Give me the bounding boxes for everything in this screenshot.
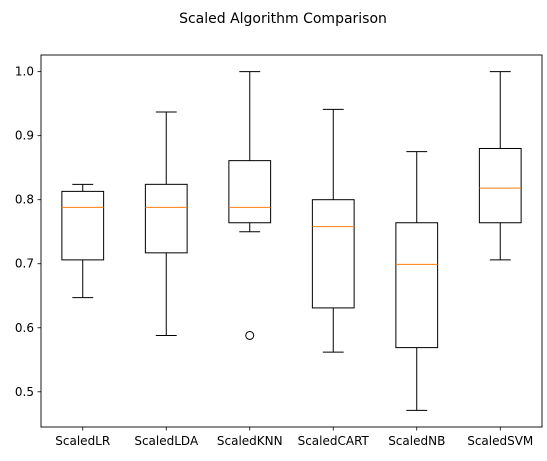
x-tick-label: ScaledSVM [467,434,533,448]
axes-frame [40,54,543,428]
y-tick-label: 0.8 [15,193,34,207]
box-iqr [395,222,439,349]
x-tick-label: ScaledCART [298,434,370,448]
x-tick-label: ScaledLDA [134,434,199,448]
box-iqr [228,160,272,224]
plot-area: 0.5 0.6 0.7 0.8 0.9 1.0 ScaledLR ScaledLDA Scale… [15,65,533,448]
x-tick-label: ScaledLR [55,434,110,448]
outlier-point [245,330,255,340]
y-tick-label: 1.0 [15,65,34,79]
box-iqr [311,199,355,309]
chart-title: Scaled Algorithm Comparison [179,11,387,27]
box-iqr [61,190,105,261]
x-tick-label: ScaledNB [388,434,445,448]
y-tick-label: 0.6 [15,321,34,335]
y-tick-label: 0.9 [15,129,34,143]
box-iqr [144,183,188,254]
x-tick-label: ScaledKNN [217,434,283,448]
y-tick-label: 0.5 [15,385,34,399]
y-tick-label: 0.7 [15,257,34,271]
box-iqr [478,147,522,224]
